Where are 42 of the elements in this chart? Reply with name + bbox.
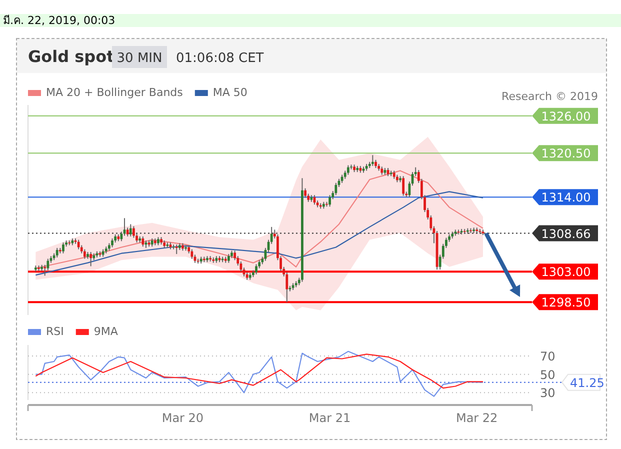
ref-line-label: 1308.66 — [541, 226, 591, 241]
candlestick — [56, 247, 58, 258]
candlestick — [255, 264, 258, 275]
candlestick — [304, 188, 306, 198]
ref-line-label: 1326.00 — [541, 109, 591, 124]
ref-line-label: 1320.50 — [541, 146, 591, 161]
ref-line-label: 41.25 — [570, 376, 604, 390]
candlestick — [90, 252, 92, 267]
candlestick — [44, 264, 46, 276]
candlestick — [346, 164, 350, 176]
candlestick — [62, 242, 64, 254]
candlestick — [129, 224, 132, 237]
line-series — [35, 354, 484, 389]
text: มี.ค. 22, 2019, 00:03 — [3, 14, 116, 27]
legend-label: MA 20 + Bollinger Bands — [46, 86, 184, 99]
text: Research © 2019 — [502, 90, 598, 103]
y-tick-label: 50 — [540, 368, 556, 382]
candlestick — [142, 236, 144, 248]
text: 01:06:08 CET — [176, 51, 264, 66]
chart-title: Gold spot — [28, 47, 115, 66]
x-tick-label: Mar 22 — [456, 411, 498, 425]
candlestick — [175, 244, 178, 255]
x-tick-label: Mar 21 — [308, 411, 351, 425]
legend-label: RSI — [46, 325, 64, 338]
line-series — [35, 350, 484, 397]
candlestick — [132, 226, 135, 238]
candlestick — [77, 239, 80, 250]
x-tick-label: Mar 20 — [162, 411, 204, 425]
candlestick — [328, 194, 331, 208]
candlestick — [334, 182, 338, 196]
candlestick — [402, 176, 405, 196]
legend-label: MA 50 — [212, 86, 248, 99]
legend-label: 9MA — [94, 325, 118, 338]
ref-line-label: 1298.50 — [541, 296, 591, 310]
text: 30 MIN — [116, 51, 162, 66]
candlestick — [83, 248, 86, 260]
ref-line-label: 1314.00 — [541, 190, 591, 205]
candlestick — [371, 154, 374, 166]
y-tick-label: 30 — [540, 386, 556, 400]
ref-line-label: 1303.00 — [541, 265, 591, 280]
y-tick-label: 70 — [540, 350, 556, 364]
candlestick — [190, 248, 194, 260]
